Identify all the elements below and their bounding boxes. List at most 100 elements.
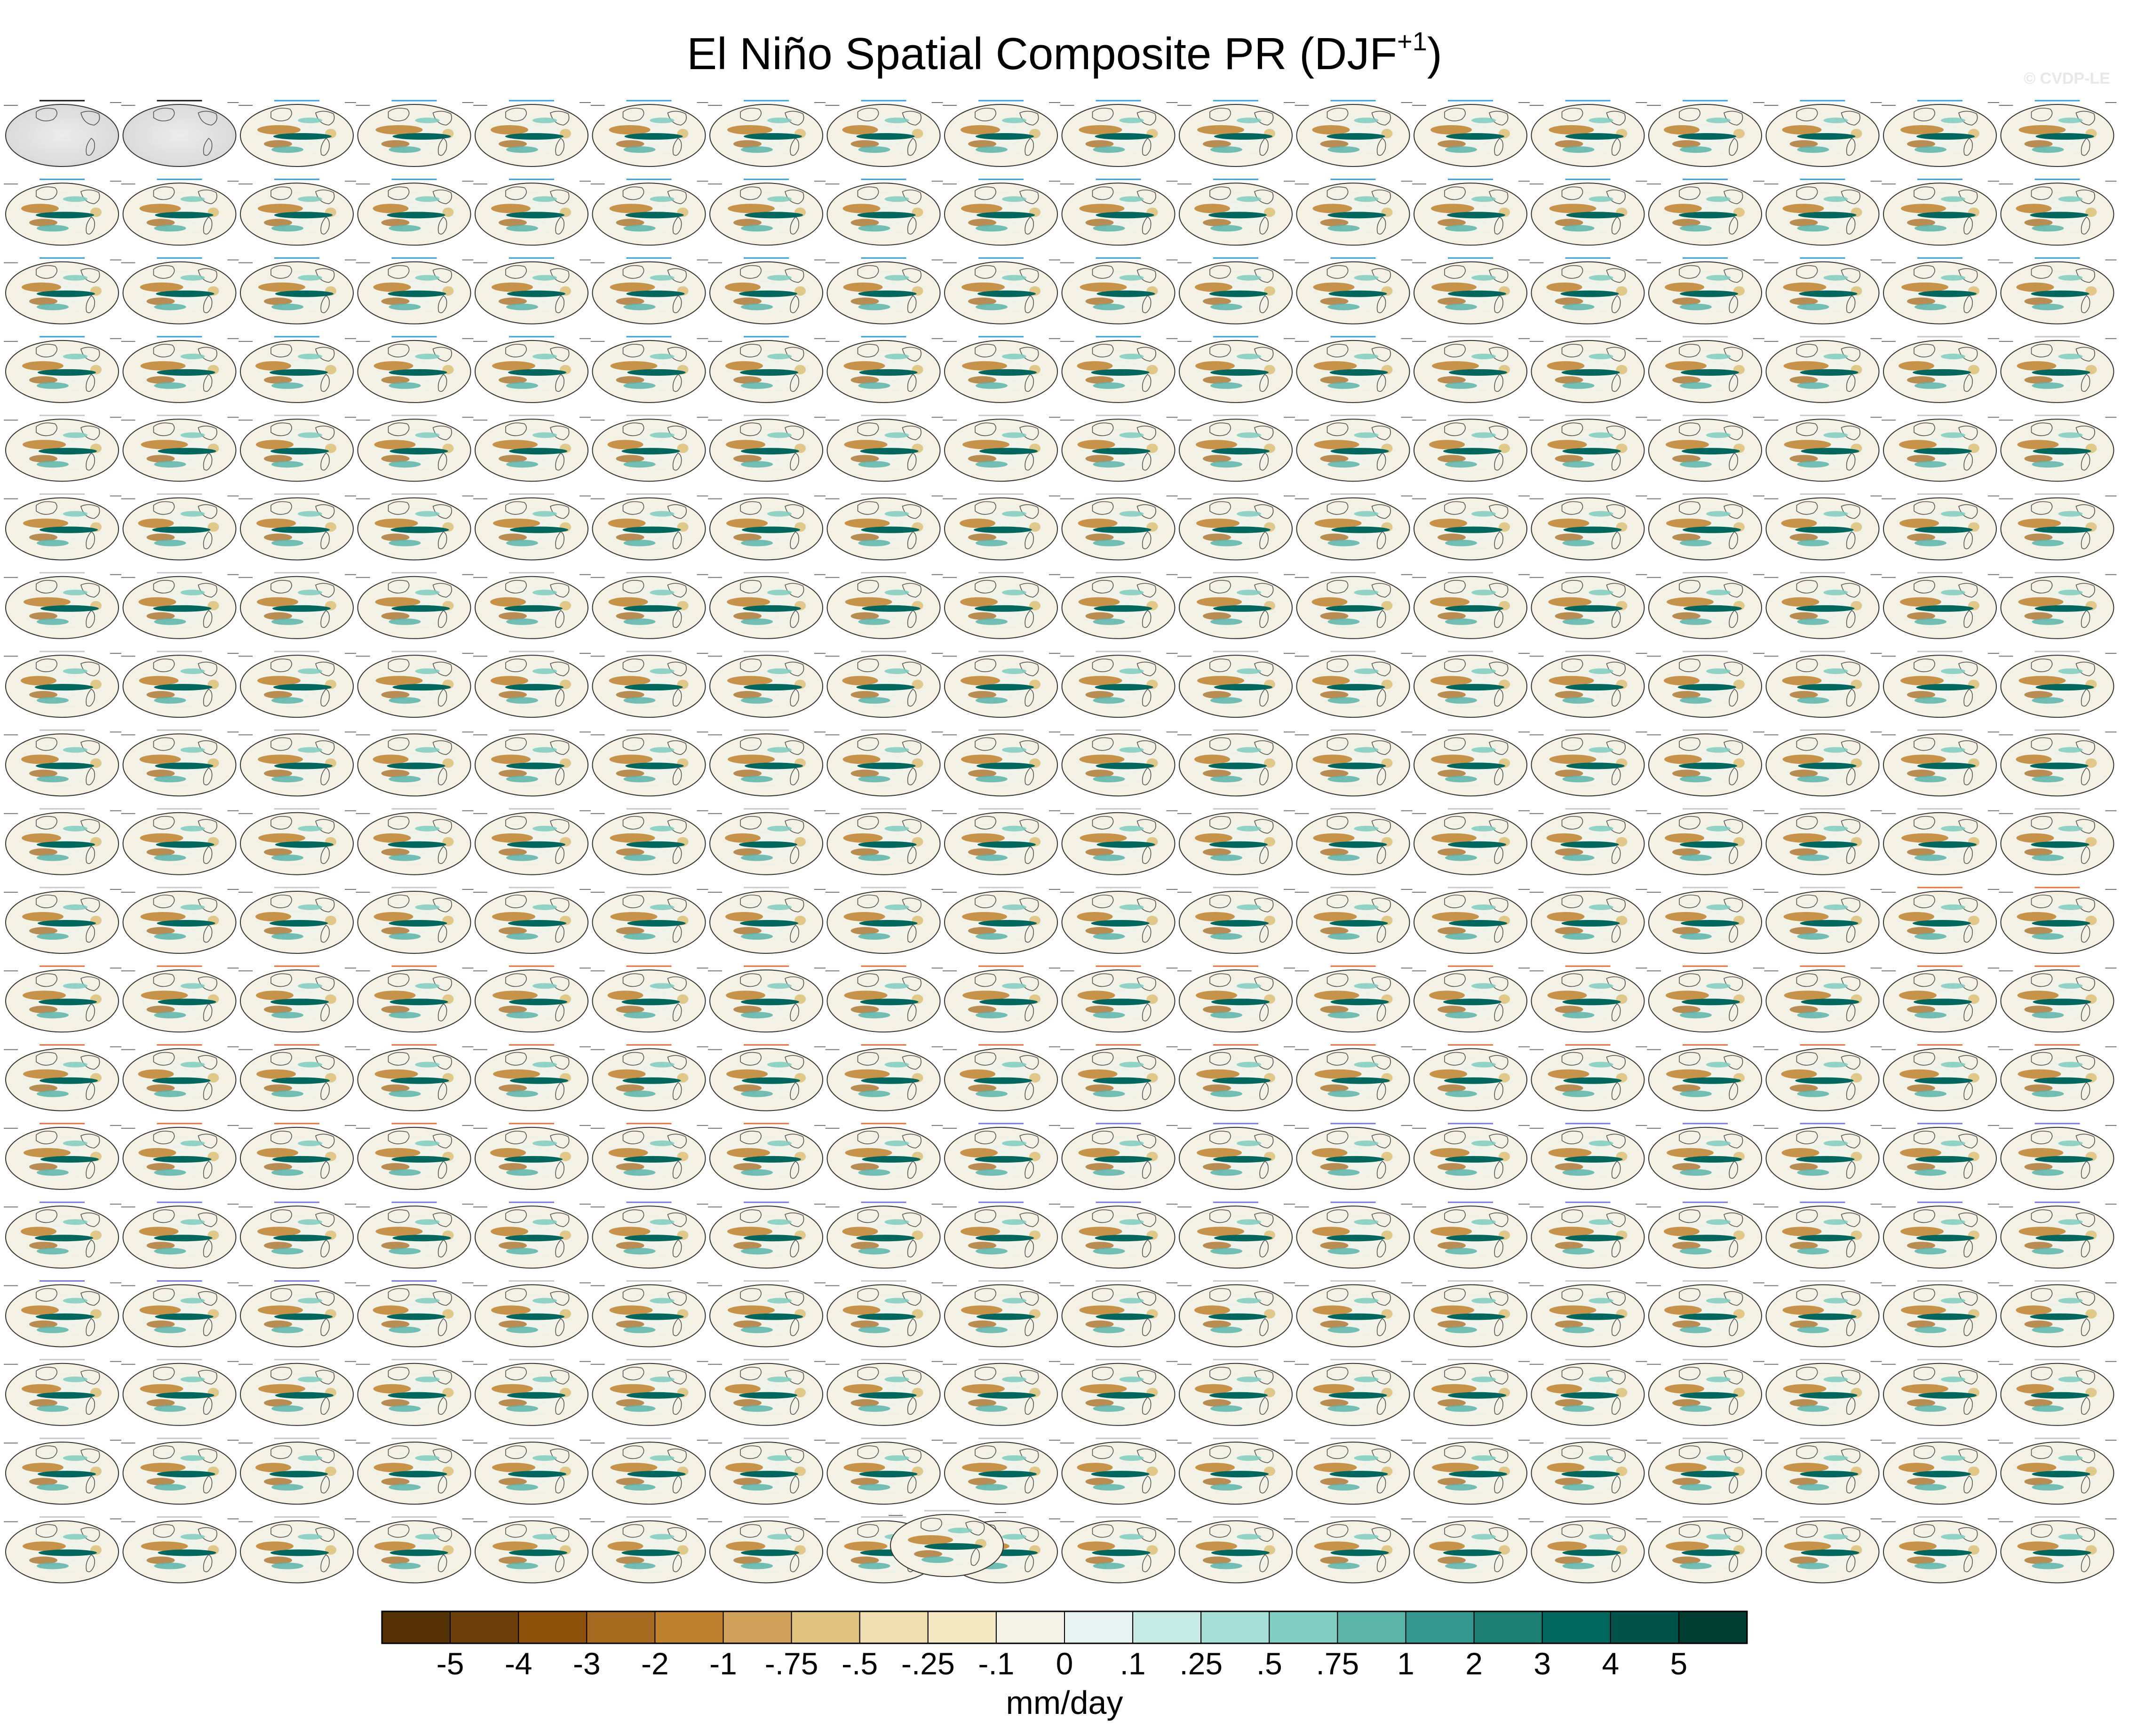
colorbar-swatch: [1132, 1611, 1202, 1644]
model-panel: [1177, 336, 1295, 403]
wet-anomaly: [156, 290, 214, 297]
dry-anomaly: [146, 376, 175, 384]
dry-anomaly: [1432, 361, 1479, 371]
continent-outline: [1679, 265, 1700, 279]
colorbar-tick-label: -5: [437, 1646, 464, 1681]
wet-anomaly: [745, 212, 803, 219]
wet-anomaly: [415, 353, 440, 359]
wet-anomaly: [532, 196, 557, 202]
wet-anomaly: [1091, 369, 1150, 376]
dry-anomaly: [1782, 204, 1824, 214]
continent-outline: [1142, 295, 1152, 313]
continent-outline: [1092, 186, 1114, 200]
continent-outline: [86, 137, 95, 156]
wet-anomaly: [507, 290, 565, 297]
wet-anomaly: [976, 225, 1008, 232]
panel-grid: [4, 100, 2117, 1584]
dry-anomaly: [499, 140, 527, 148]
dry-anomaly: [1077, 361, 1113, 371]
wet-anomaly: [627, 369, 686, 376]
wet-anomaly: [1680, 290, 1738, 297]
colorbar-swatch: [381, 1611, 451, 1644]
wet-anomaly: [1471, 275, 1496, 281]
model-panel: [1177, 178, 1295, 246]
model-panel: [1764, 257, 1882, 325]
wet-anomaly: [1800, 369, 1859, 376]
wet-anomaly: [1471, 196, 1496, 202]
wet-anomaly: [1589, 118, 1613, 123]
dry-anomaly: [850, 297, 879, 305]
wet-anomaly: [2032, 303, 2064, 310]
continent-outline: [36, 265, 57, 279]
dry-anomaly: [842, 204, 881, 214]
continent-outline: [1914, 344, 1935, 357]
continent-outline: [86, 295, 95, 313]
wet-anomaly: [1354, 275, 1379, 281]
dry-anomaly: [1664, 125, 1700, 135]
colorbar-units-label: mm/day: [1006, 1684, 1123, 1721]
wet-anomaly: [274, 212, 333, 219]
continent-outline: [2081, 216, 2090, 235]
model-panel: [1295, 257, 1413, 325]
wet-anomaly: [884, 118, 909, 123]
dry-anomaly: [1195, 361, 1235, 371]
wet-anomaly: [767, 353, 792, 359]
continent-outline: [1327, 108, 1349, 121]
wet-anomaly: [1797, 133, 1856, 140]
wet-anomaly: [1449, 369, 1507, 376]
wet-anomaly: [1327, 382, 1360, 389]
wet-anomaly: [1210, 303, 1242, 310]
continent-outline: [857, 108, 879, 121]
continent-outline: [740, 344, 762, 357]
continent-outline: [1679, 186, 1700, 200]
continent-outline: [1679, 108, 1700, 121]
continent-outline: [2031, 108, 2053, 121]
wet-anomaly: [2035, 133, 2094, 140]
wet-anomaly: [1329, 369, 1388, 376]
colorbar-tick-label: 1: [1397, 1646, 1414, 1681]
dry-anomaly: [850, 376, 879, 384]
wet-anomaly: [767, 275, 792, 281]
dry-anomaly: [609, 204, 653, 214]
continent-outline: [1729, 137, 1738, 156]
model-panel: [825, 178, 943, 246]
colorbar-swatch: [1200, 1611, 1270, 1644]
wet-anomaly: [624, 133, 683, 140]
dry-anomaly: [728, 204, 775, 214]
dry-anomaly: [1907, 219, 1935, 227]
continent-outline: [1796, 265, 1818, 279]
dry-anomaly: [373, 361, 413, 371]
model-panel: [1295, 178, 1413, 246]
continent-outline: [975, 344, 996, 357]
wet-anomaly: [392, 133, 451, 140]
dry-anomaly: [442, 207, 454, 217]
continent-outline: [1444, 108, 1466, 121]
model-panel: [4, 336, 121, 403]
wet-anomaly: [1093, 382, 1125, 389]
wet-anomaly: [1093, 146, 1125, 153]
dry-anomaly: [733, 297, 762, 305]
model-panel: [1412, 100, 1530, 167]
continent-outline: [622, 108, 644, 121]
continent-outline: [672, 295, 682, 313]
model-panel: [943, 100, 1060, 167]
model-panel: [708, 336, 826, 403]
dry-anomaly: [968, 140, 996, 148]
model-panel: [1060, 257, 1178, 325]
wet-anomaly: [508, 369, 566, 376]
wet-anomaly: [741, 303, 773, 310]
continent-outline: [1729, 216, 1738, 235]
wet-anomaly: [1823, 353, 1848, 359]
wet-anomaly: [1119, 118, 1144, 123]
continent-outline: [1611, 137, 1621, 156]
model-panel: [943, 336, 1060, 403]
wet-anomaly: [506, 225, 538, 232]
wet-anomaly: [859, 369, 918, 376]
model-panel: [1177, 100, 1295, 167]
continent-outline: [2081, 295, 2090, 313]
continent-outline: [1561, 186, 1583, 200]
continent-outline: [1025, 295, 1034, 313]
dry-anomaly: [961, 204, 1002, 214]
wet-anomaly: [1445, 382, 1477, 389]
dry-anomaly: [1899, 361, 1934, 371]
